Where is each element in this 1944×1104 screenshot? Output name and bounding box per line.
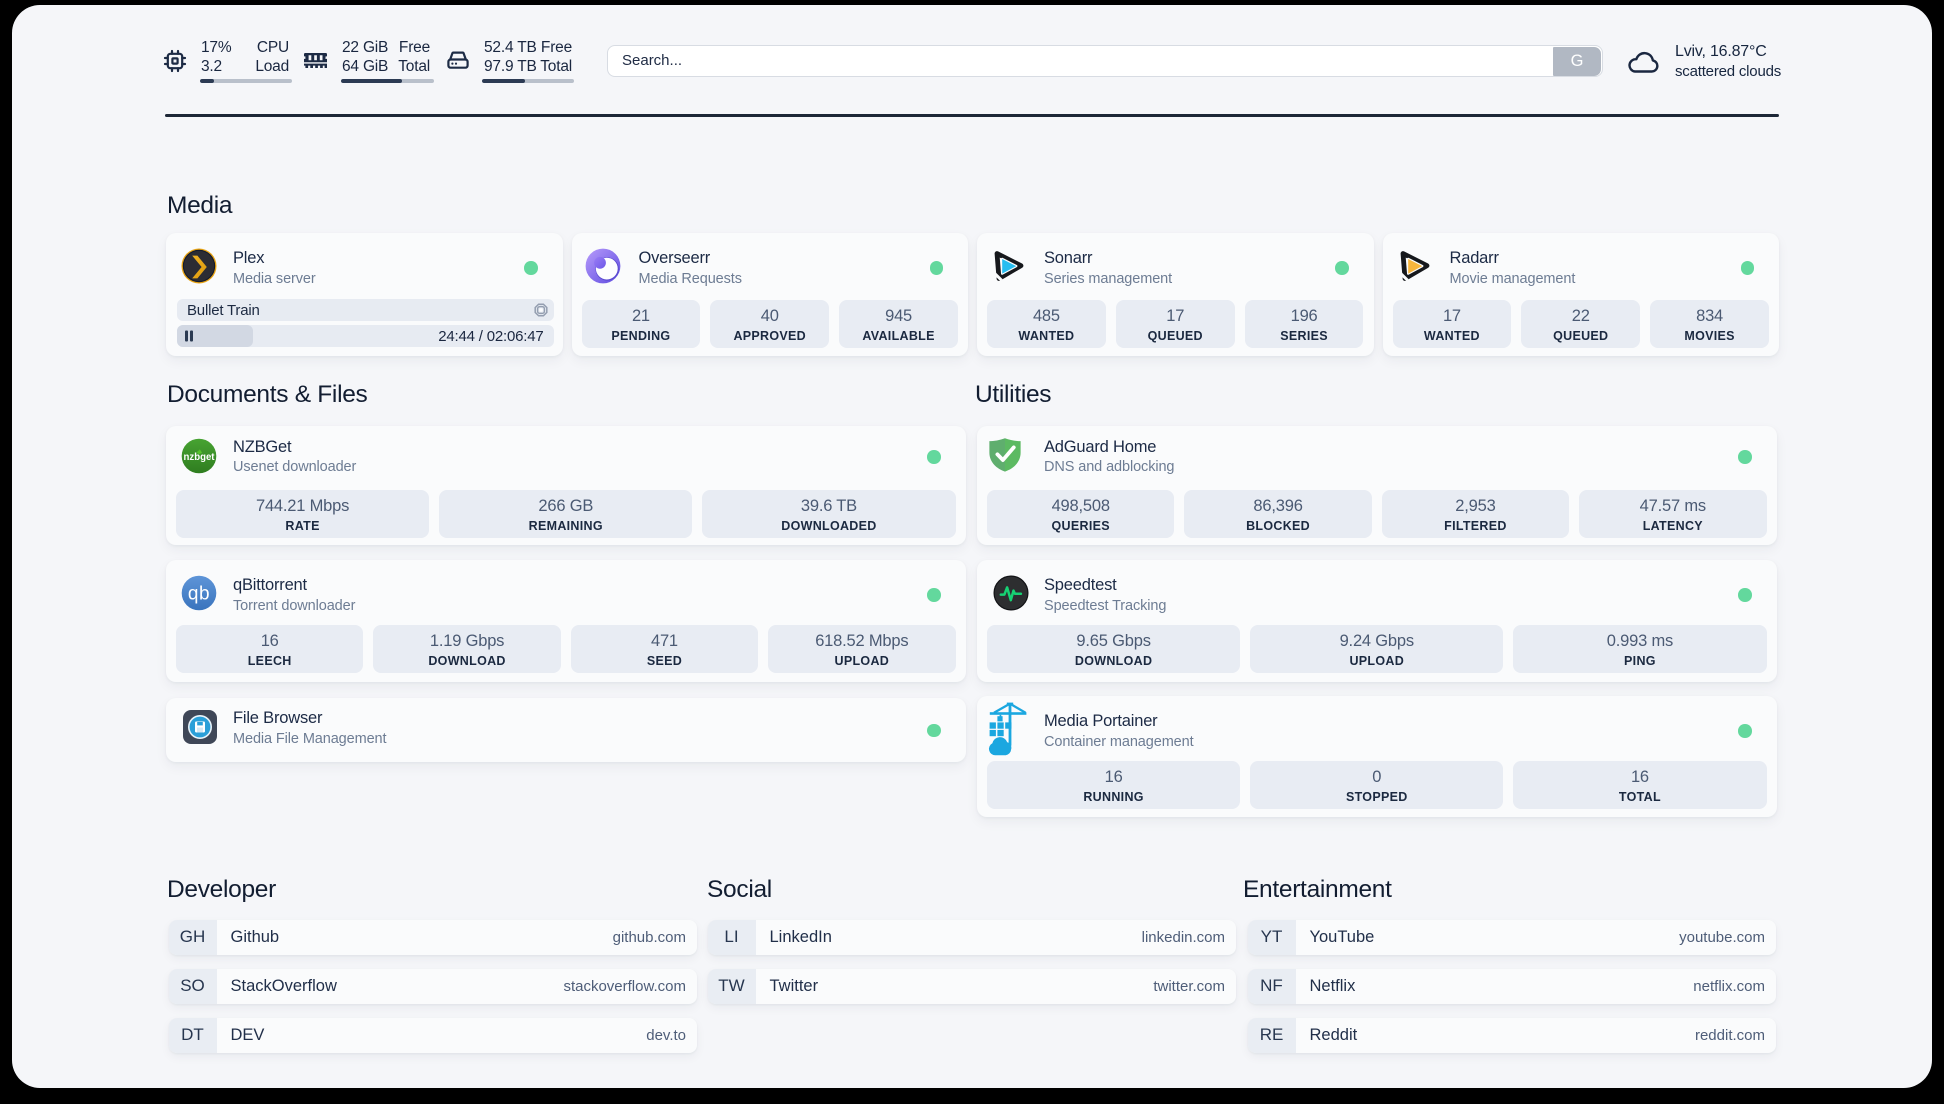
svg-text:qb: qb	[188, 584, 210, 605]
svg-text:nzbget: nzbget	[184, 451, 215, 463]
